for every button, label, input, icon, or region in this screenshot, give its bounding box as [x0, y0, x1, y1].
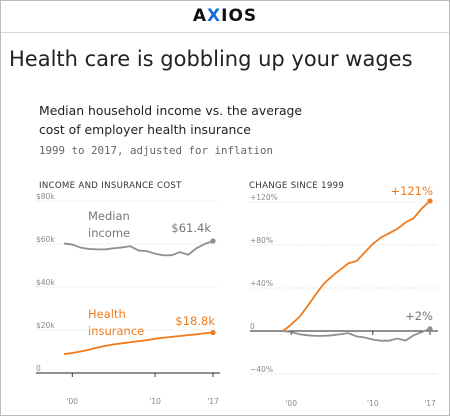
y-tick-label: $60k [36, 235, 55, 244]
insurance-line [63, 331, 214, 355]
insurance-change-line [282, 200, 431, 332]
y-tick-label: 0 [36, 364, 41, 373]
y-tick-label: $20k [36, 321, 55, 330]
left-chart: $80k $60k $40k $20k 0 '00 '10 '17 $61.4k Median in… [36, 192, 220, 406]
chart-subtitle: Median household income vs. the average … [39, 103, 303, 137]
y-tick-label: +40% [250, 279, 273, 288]
left-panel-title: INCOME AND INSURANCE COST [39, 181, 182, 191]
income-end-dot [210, 238, 216, 244]
y-tick-label: −40% [250, 365, 273, 374]
insurance-series-label: insurance [88, 324, 144, 338]
right-panel-title: CHANGE SINCE 1999 [249, 181, 345, 191]
insurance-change-end-dot [427, 198, 433, 204]
x-tick-label: '10 [149, 397, 161, 406]
income-end-label: $61.4k [171, 221, 211, 235]
x-tick-label: '10 [367, 399, 379, 408]
y-tick-label: +120% [250, 193, 278, 202]
insurance-end-label: $18.8k [175, 314, 215, 328]
y-tick-label: 0 [250, 322, 255, 331]
x-tick-label: '00 [285, 399, 297, 408]
x-tick-label: '17 [424, 399, 436, 408]
income-change-line [282, 328, 431, 342]
income-series-label: income [88, 226, 130, 240]
insurance-end-dot [210, 329, 216, 336]
insurance-change-end-label: +121% [390, 184, 433, 198]
income-series-label: Median [88, 209, 130, 223]
masthead: AXIOS [1, 1, 449, 33]
insurance-series-label: Health [88, 307, 126, 321]
income-change-end-dot [427, 326, 433, 332]
x-tick-label: '00 [66, 397, 78, 406]
y-tick-label: $40k [36, 278, 55, 287]
headline: Health care is gobbling up your wages [9, 47, 413, 71]
right-chart: +120% +80% +40% 0 −40% '00 '10 '17 +121% +2% [250, 184, 438, 408]
income-change-end-label: +2% [405, 309, 433, 323]
axios-logo[interactable]: AXIOS [192, 6, 258, 26]
chart-note: 1999 to 2017, adjusted for inflation [39, 144, 274, 157]
y-tick-label: $80k [36, 192, 55, 201]
y-tick-label: +80% [250, 236, 273, 245]
x-tick-label: '17 [207, 397, 219, 406]
income-line [63, 240, 214, 257]
